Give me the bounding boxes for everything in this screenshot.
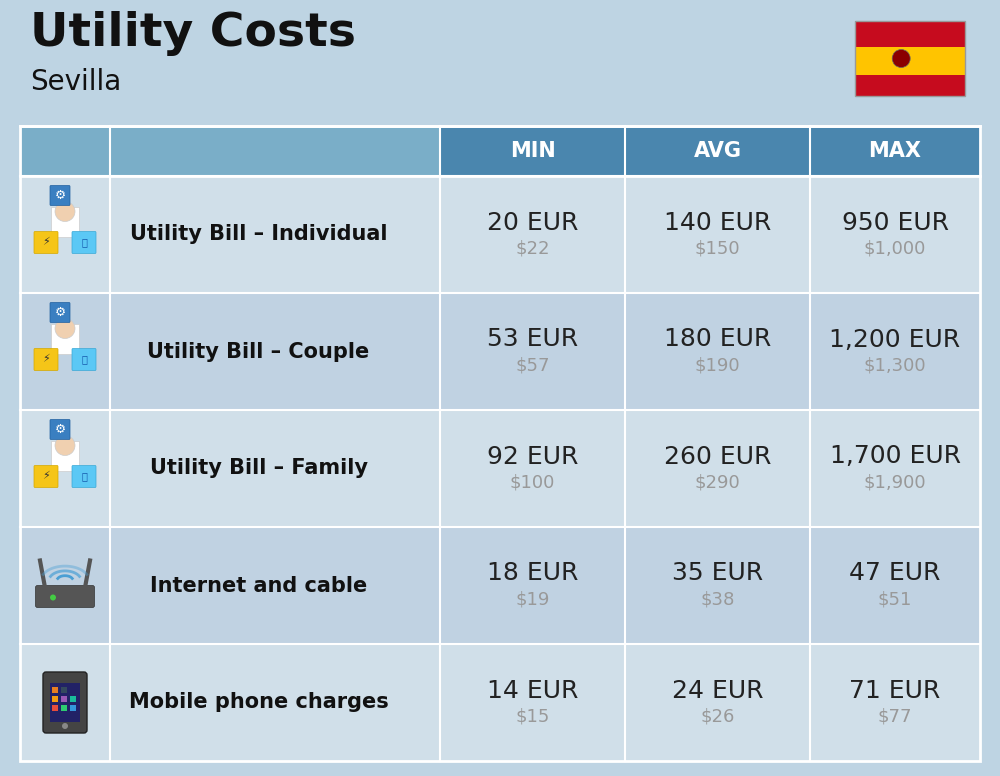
Text: Utility Bill – Individual: Utility Bill – Individual [130,224,387,244]
Bar [51,206,79,237]
Bar [61,687,67,692]
Text: MAX: MAX [868,141,922,161]
Text: 18 EUR: 18 EUR [487,562,578,586]
Text: ⚡: ⚡ [42,237,50,248]
Text: ⚡: ⚡ [42,472,50,481]
Bar [855,21,965,47]
Text: $1,900: $1,900 [864,473,926,491]
Text: 47 EUR: 47 EUR [849,562,941,586]
Bar [20,176,980,293]
Bar [70,705,76,711]
Bar [61,695,67,702]
Text: $22: $22 [515,240,550,258]
FancyBboxPatch shape [72,466,96,487]
Text: Utility Bill – Family: Utility Bill – Family [150,459,368,479]
Text: 53 EUR: 53 EUR [487,327,578,352]
FancyBboxPatch shape [34,231,58,254]
Bar [20,126,440,176]
Circle shape [55,202,75,221]
Bar [855,21,965,96]
Text: $100: $100 [510,473,555,491]
Bar [52,695,58,702]
FancyBboxPatch shape [34,348,58,370]
Text: $150: $150 [695,240,740,258]
Bar [51,324,79,354]
Text: 14 EUR: 14 EUR [487,678,578,702]
Bar [20,126,980,761]
FancyBboxPatch shape [36,586,94,608]
Text: $1,000: $1,000 [864,240,926,258]
Text: $19: $19 [515,591,550,608]
Bar [20,410,980,527]
FancyBboxPatch shape [50,420,70,439]
Text: $1,300: $1,300 [864,356,926,375]
Text: $26: $26 [700,708,735,726]
Text: ⚡: ⚡ [42,355,50,365]
Text: 24 EUR: 24 EUR [672,678,763,702]
Bar [52,687,58,692]
Bar [51,441,79,470]
FancyBboxPatch shape [34,466,58,487]
Text: Mobile phone charges: Mobile phone charges [129,692,388,712]
Text: 🚰: 🚰 [81,355,87,365]
Bar [50,683,80,722]
Text: ⚙: ⚙ [54,423,66,436]
FancyBboxPatch shape [50,185,70,206]
Text: $15: $15 [515,708,550,726]
Text: 180 EUR: 180 EUR [664,327,771,352]
Text: 92 EUR: 92 EUR [487,445,578,469]
Bar [20,644,980,761]
Text: ⚙: ⚙ [54,189,66,202]
Circle shape [50,594,56,601]
Circle shape [892,50,910,68]
Text: 35 EUR: 35 EUR [672,562,763,586]
FancyBboxPatch shape [72,231,96,254]
Text: 🚰: 🚰 [81,472,87,481]
FancyBboxPatch shape [50,303,70,323]
Text: 950 EUR: 950 EUR [842,210,948,234]
Text: 1,700 EUR: 1,700 EUR [830,445,960,469]
Text: MIN: MIN [510,141,555,161]
FancyBboxPatch shape [72,348,96,370]
Text: 1,200 EUR: 1,200 EUR [829,327,961,352]
Text: Sevilla: Sevilla [30,68,121,96]
Text: $190: $190 [695,356,740,375]
Bar [20,527,980,644]
Text: ⚙: ⚙ [54,306,66,319]
Bar [855,75,965,96]
Text: AVG: AVG [694,141,742,161]
Bar [440,126,980,176]
Text: $290: $290 [695,473,740,491]
Bar [61,705,67,711]
Bar [70,695,76,702]
Text: 20 EUR: 20 EUR [487,210,578,234]
Bar [855,47,965,75]
Bar [20,293,980,410]
Circle shape [55,435,75,456]
Text: Utility Costs: Utility Costs [30,11,356,56]
Text: Internet and cable: Internet and cable [150,576,367,595]
Text: $51: $51 [878,591,912,608]
Circle shape [55,318,75,338]
Text: 71 EUR: 71 EUR [849,678,941,702]
Bar [52,705,58,711]
Circle shape [62,723,68,729]
Text: 260 EUR: 260 EUR [664,445,771,469]
Text: $77: $77 [878,708,912,726]
Text: 140 EUR: 140 EUR [664,210,771,234]
Text: Utility Bill – Couple: Utility Bill – Couple [147,341,370,362]
FancyBboxPatch shape [43,672,87,733]
Text: 🚰: 🚰 [81,237,87,248]
Text: $38: $38 [700,591,735,608]
Text: $57: $57 [515,356,550,375]
